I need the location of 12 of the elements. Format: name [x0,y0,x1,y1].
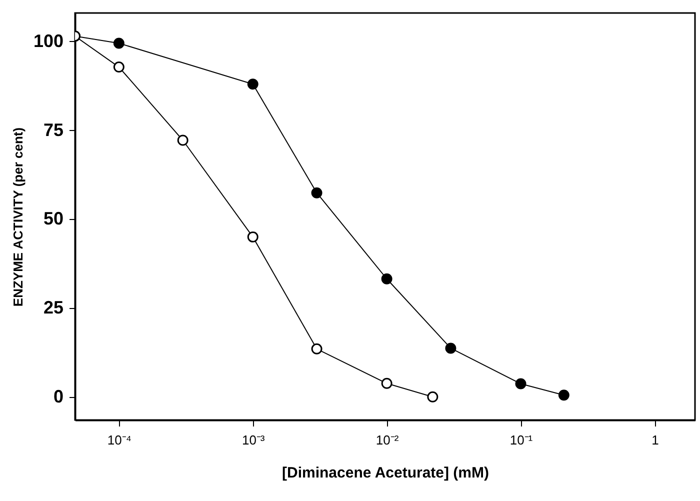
y-tick-label: 75 [43,120,64,140]
x-tick-label: 10⁻¹ [510,432,534,448]
y-tick-label: 25 [43,298,64,318]
x-axis-title: [Diminacene Aceturate] (mM) [282,464,489,482]
y-tick-label: 0 [53,386,64,406]
y-tick-label: 50 [43,208,64,229]
x-tick-label: 1 [652,432,659,448]
x-tick-label: 10⁻² [376,432,400,448]
x-tick-label: 10⁻⁴ [107,432,132,448]
y-axis-title: ENZYME ACTIVITY (per cent) [10,127,26,307]
y-tick-label: 100 [33,30,64,51]
x-tick-label: 10⁻³ [242,432,266,448]
